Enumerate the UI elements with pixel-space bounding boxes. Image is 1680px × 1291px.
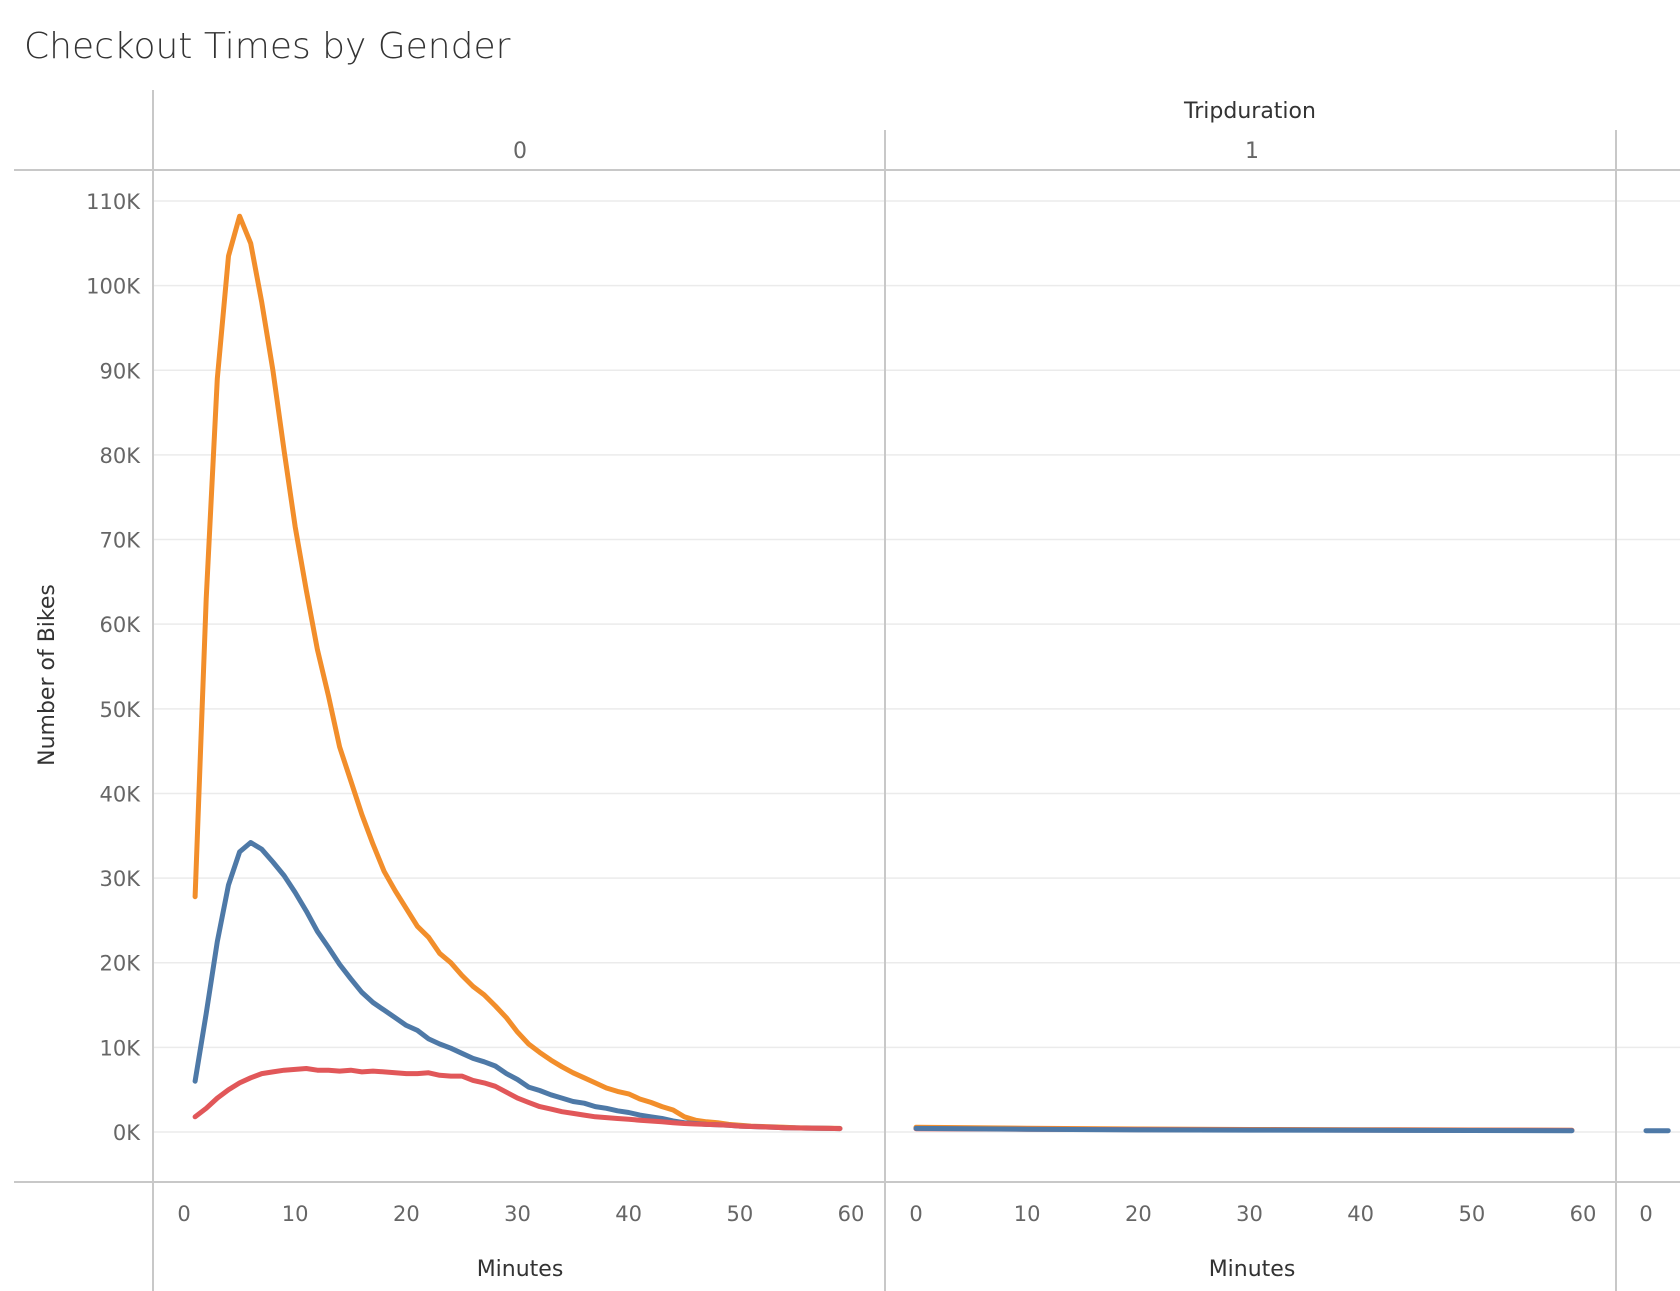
panel-header-label: 0 (513, 139, 527, 164)
x-tick-label: 10 (1014, 1202, 1041, 1226)
y-tick-label: 10K (100, 1036, 142, 1060)
x-tick-label: 40 (1347, 1202, 1374, 1226)
x-tick-label: 0 (177, 1202, 190, 1226)
series-line (192, 1066, 843, 1132)
y-tick-label: 90K (100, 359, 142, 383)
x-tick-label: 30 (1236, 1202, 1263, 1226)
x-tick-label: 20 (393, 1202, 420, 1226)
x-tick-label: 60 (838, 1202, 865, 1226)
x-axis-title: Minutes (1209, 1257, 1296, 1282)
panels-layer: 0K 10K 20K 30K 40K 50K 60K 70K 80K 90K 100K 110K 0 0 1… (14, 90, 1680, 1291)
y-tick-label: 110K (86, 190, 141, 214)
chart-title: Checkout Times by Gender (24, 26, 511, 67)
x-tick-label: 30 (504, 1202, 531, 1226)
y-tick-label: 0K (113, 1121, 141, 1145)
y-tick-label: 60K (100, 613, 142, 637)
y-tick-label: 100K (86, 275, 141, 299)
x-tick-label: 50 (1458, 1202, 1485, 1226)
series-line (192, 840, 843, 1132)
x-axis-title: Minutes (477, 1257, 564, 1282)
y-tick-label: 40K (100, 782, 142, 806)
x-tick-label: 0 (1639, 1202, 1652, 1226)
x-tick-label: 50 (726, 1202, 753, 1226)
x-tick-label: 40 (615, 1202, 642, 1226)
column-header-label: Tripduration (1183, 99, 1316, 124)
y-tick-label: 50K (100, 698, 142, 722)
x-tick-label: 10 (282, 1202, 309, 1226)
x-tick-label: 0 (909, 1202, 922, 1226)
x-tick-label: 60 (1570, 1202, 1597, 1226)
series-line (192, 213, 843, 1131)
panel-header-label: 1 (1245, 139, 1259, 164)
y-tick-label: 20K (100, 952, 142, 976)
x-tick-label: 20 (1125, 1202, 1152, 1226)
y-tick-label: 80K (100, 444, 142, 468)
y-tick-label: 70K (100, 529, 142, 553)
y-tick-label: 30K (100, 867, 142, 891)
y-axis-title: Number of Bikes (35, 584, 60, 766)
series-line (913, 1125, 1575, 1134)
